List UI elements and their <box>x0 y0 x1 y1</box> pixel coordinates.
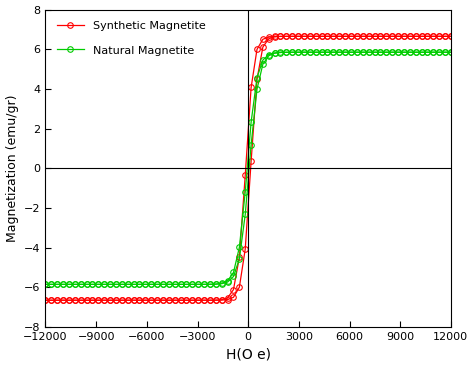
Synthetic Magnetite <box>166 298 172 302</box>
Natural Magnetite <box>425 50 430 54</box>
Synthetic Magnetite <box>395 34 401 39</box>
Natural Magnetite <box>137 282 142 287</box>
Synthetic Magnetite <box>43 298 48 302</box>
Synthetic Magnetite <box>137 298 142 302</box>
X-axis label: H(O e): H(O e) <box>226 348 271 361</box>
Synthetic Magnetite <box>448 34 454 39</box>
Synthetic Magnetite <box>389 34 395 39</box>
Line: Natural Magnetite: Natural Magnetite <box>43 50 454 287</box>
Legend: Synthetic Magnetite, Natural Magnetite: Synthetic Magnetite, Natural Magnetite <box>51 15 211 61</box>
Synthetic Magnetite <box>266 35 272 39</box>
Natural Magnetite <box>383 50 389 54</box>
Natural Magnetite <box>448 50 454 54</box>
Natural Magnetite <box>389 50 395 54</box>
Y-axis label: Magnetization (emu/gr): Magnetization (emu/gr) <box>6 95 18 242</box>
Synthetic Magnetite <box>95 298 101 302</box>
Natural Magnetite <box>95 282 101 287</box>
Natural Magnetite <box>266 52 272 57</box>
Natural Magnetite <box>166 282 172 287</box>
Natural Magnetite <box>43 282 48 287</box>
Line: Synthetic Magnetite: Synthetic Magnetite <box>43 33 454 303</box>
Synthetic Magnetite <box>383 34 389 39</box>
